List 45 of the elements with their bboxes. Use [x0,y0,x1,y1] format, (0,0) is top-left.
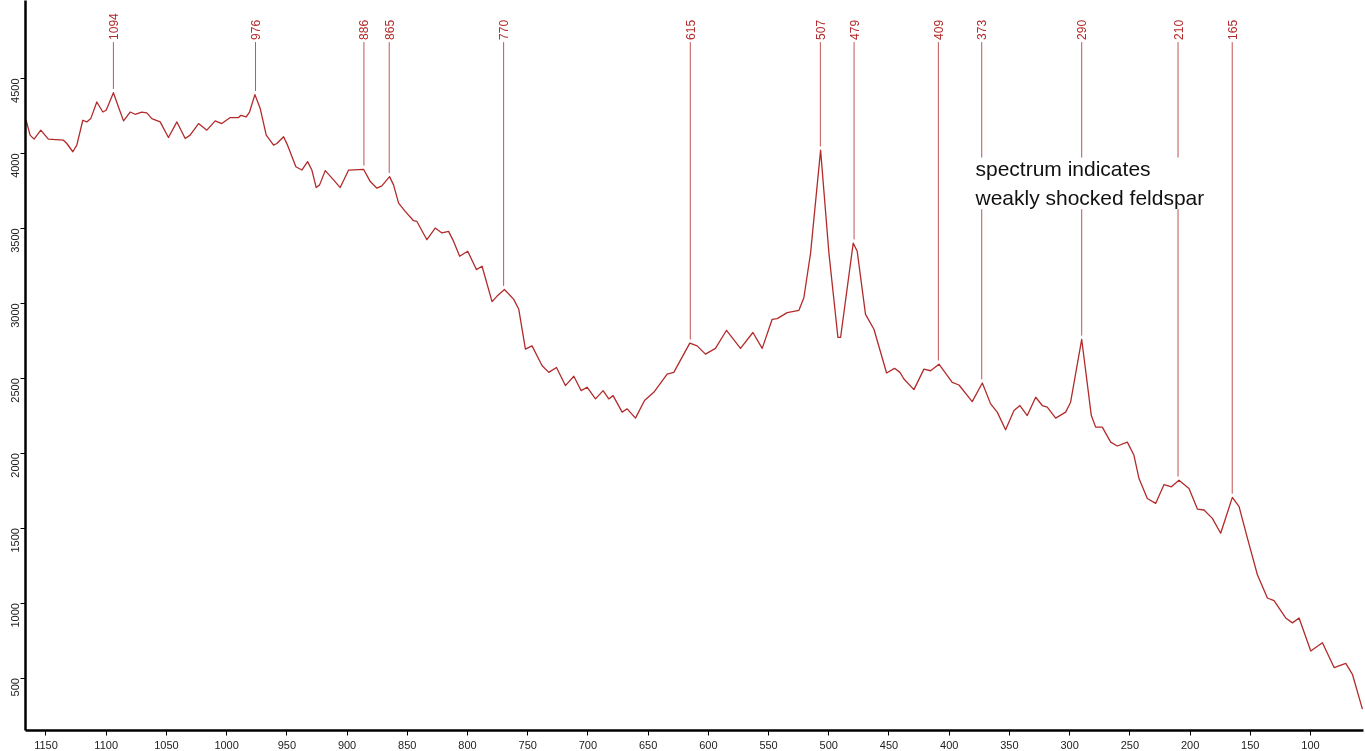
annotation: spectrum indicates weakly shocked feldspar [974,157,1205,210]
x-tick-label: 1150 [34,738,58,751]
x-tick-label: 650 [638,738,658,751]
x-tick-label: 250 [1120,738,1140,751]
y-tick-label: 1500 [9,528,22,553]
annotation: 507 [813,19,828,40]
x-tick-label: 550 [759,738,778,751]
y-tick-label: 4000 [9,153,22,178]
x-tick-label: 900 [337,738,357,751]
annotation: 479 [847,19,862,40]
annotation: 615 [683,19,698,40]
x-tick-label: 700 [578,738,598,751]
x-tick-label: 200 [1180,738,1200,751]
x-tick-label: 850 [398,738,417,751]
x-tick-label: 1000 [214,738,239,751]
y-tick-label: 2000 [9,453,22,478]
annotation: 1094 [106,12,121,40]
x-tick-label: 1100 [94,738,119,751]
x-tick-label: 450 [879,738,899,751]
y-tick-label: 500 [9,678,22,697]
annotation: 409 [931,19,946,40]
x-tick-label: 300 [1060,738,1079,751]
x-tick-label: 750 [518,738,537,751]
annotation: 210 [1171,19,1186,40]
x-tick-label: 100 [1301,738,1320,751]
x-tick-label: 800 [458,738,477,751]
y-tick-label: 3500 [9,228,22,253]
x-tick-label: 400 [940,738,959,751]
annotation: 976 [249,19,264,40]
x-tick-label: 1050 [154,738,179,751]
annotation: 886 [357,19,372,40]
y-tick-label: 2500 [9,378,22,403]
x-tick-label: 350 [1000,738,1019,751]
y-tick-label: 1000 [9,603,22,628]
annotation: 770 [497,19,512,40]
x-tick-label: 600 [699,738,718,751]
x-tick-label: 150 [1241,738,1260,751]
annotation: 290 [1075,19,1090,40]
x-tick-label: 500 [819,738,838,751]
annotation: 373 [975,19,990,40]
x-tick-label: 950 [277,738,297,751]
y-tick-label: 3000 [9,303,22,328]
annotation: 165 [1225,19,1240,40]
annotation: 865 [382,19,397,40]
y-tick-label: 4500 [9,78,22,103]
